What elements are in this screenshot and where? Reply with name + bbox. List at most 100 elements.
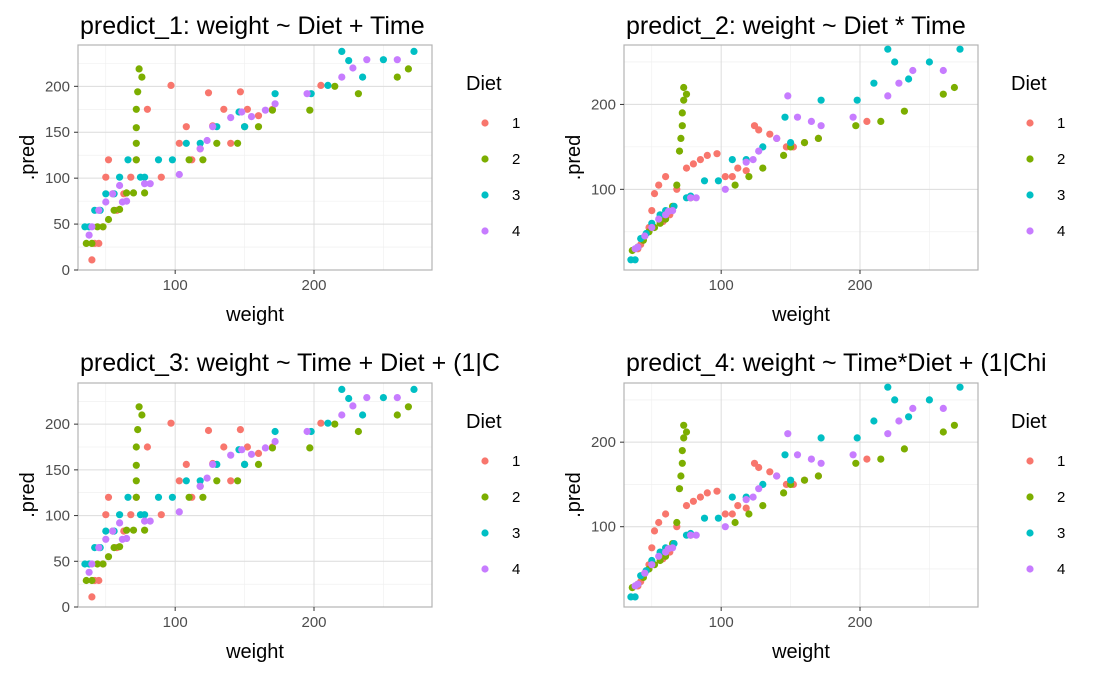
data-point-diet-4 bbox=[141, 517, 149, 525]
legend-label-diet-2: 2 bbox=[1057, 489, 1065, 506]
data-point-diet-4 bbox=[85, 568, 93, 576]
data-point-diet-4 bbox=[793, 113, 802, 121]
data-point-diet-2 bbox=[900, 445, 909, 453]
data-point-diet-3 bbox=[182, 139, 190, 147]
data-point-diet-3 bbox=[359, 411, 367, 419]
data-point-diet-2 bbox=[116, 205, 124, 213]
data-point-diet-2 bbox=[731, 518, 739, 527]
data-point-diet-2 bbox=[88, 239, 96, 247]
data-point-diet-1 bbox=[696, 156, 705, 164]
chart-panel-2: 100 200 100 200 predict_2: weight ~ Diet * T… bbox=[563, 12, 1065, 326]
data-point-diet-2 bbox=[234, 139, 242, 147]
data-point-diet-2 bbox=[682, 428, 691, 436]
y-tick-label: 100 bbox=[45, 508, 70, 525]
data-point-diet-2 bbox=[138, 411, 146, 419]
data-point-diet-1 bbox=[689, 160, 698, 168]
legend-key-diet-4 bbox=[1026, 227, 1034, 235]
data-point-diet-1 bbox=[175, 477, 183, 485]
data-point-diet-3 bbox=[196, 139, 204, 147]
data-point-diet-3 bbox=[410, 385, 418, 393]
data-point-diet-3 bbox=[925, 58, 934, 66]
data-point-diet-4 bbox=[261, 444, 269, 452]
data-point-diet-4 bbox=[175, 508, 183, 516]
data-point-diet-2 bbox=[759, 164, 767, 172]
data-point-diet-1 bbox=[648, 207, 656, 215]
x-axis-title: weight bbox=[225, 304, 284, 326]
data-point-diet-4 bbox=[102, 198, 110, 206]
data-point-diet-1 bbox=[742, 504, 750, 512]
data-point-diet-4 bbox=[349, 64, 357, 72]
data-point-diet-1 bbox=[104, 156, 113, 164]
data-point-diet-4 bbox=[338, 411, 346, 419]
data-point-diet-4 bbox=[393, 394, 401, 402]
data-point-diet-2 bbox=[306, 106, 314, 114]
data-point-diet-2 bbox=[678, 122, 686, 130]
data-point-diet-2 bbox=[852, 122, 860, 130]
data-point-diet-4 bbox=[247, 113, 256, 121]
data-point-diet-1 bbox=[167, 419, 175, 427]
data-point-diet-1 bbox=[167, 81, 175, 89]
data-point-diet-4 bbox=[88, 560, 96, 568]
data-point-diet-2 bbox=[682, 90, 691, 98]
y-tick-label: 100 bbox=[591, 519, 616, 536]
chart-panel-4: 100 200 100 200 predict_4: weight ~ Time*Die… bbox=[563, 349, 1065, 663]
data-point-diet-1 bbox=[662, 173, 670, 181]
data-point-diet-3 bbox=[241, 460, 249, 468]
data-point-diet-1 bbox=[662, 510, 670, 518]
x-tick-label: 200 bbox=[301, 614, 326, 631]
data-point-diet-1 bbox=[682, 164, 691, 172]
data-point-diet-2 bbox=[234, 477, 242, 485]
data-point-diet-4 bbox=[363, 56, 371, 64]
data-point-diet-3 bbox=[124, 156, 132, 164]
data-point-diet-3 bbox=[102, 190, 110, 198]
data-point-diet-4 bbox=[349, 402, 357, 410]
data-point-diet-2 bbox=[673, 181, 681, 189]
y-tick-label: 50 bbox=[53, 216, 70, 233]
data-point-diet-3 bbox=[271, 90, 279, 98]
y-tick-label: 150 bbox=[45, 124, 70, 141]
data-point-diet-4 bbox=[655, 552, 663, 560]
y-tick-label: 200 bbox=[591, 434, 616, 451]
data-point-diet-4 bbox=[687, 531, 695, 539]
data-point-diet-4 bbox=[807, 117, 816, 125]
data-point-diet-3 bbox=[379, 394, 387, 402]
legend-label-diet-2: 2 bbox=[1057, 151, 1065, 168]
data-point-diet-1 bbox=[721, 510, 729, 518]
data-point-diet-3 bbox=[182, 477, 190, 485]
data-point-diet-1 bbox=[243, 105, 251, 113]
data-point-diet-1 bbox=[254, 112, 263, 120]
data-point-diet-2 bbox=[185, 156, 193, 164]
data-point-diet-1 bbox=[157, 511, 165, 519]
legend-key-diet-1 bbox=[481, 119, 489, 127]
data-point-diet-2 bbox=[135, 65, 143, 73]
x-axis-title: weight bbox=[225, 641, 284, 663]
data-point-diet-2 bbox=[404, 403, 412, 411]
data-point-diet-4 bbox=[817, 122, 825, 130]
data-point-diet-3 bbox=[168, 493, 176, 501]
data-point-diet-2 bbox=[116, 543, 124, 551]
data-point-diet-4 bbox=[773, 134, 781, 142]
legend-key-diet-1 bbox=[1026, 457, 1034, 465]
legend-label-diet-3: 3 bbox=[1057, 187, 1065, 204]
data-point-diet-1 bbox=[703, 151, 711, 159]
data-point-diet-1 bbox=[728, 510, 736, 518]
data-point-diet-4 bbox=[95, 206, 103, 214]
legend-label-diet-3: 3 bbox=[512, 525, 520, 542]
legend-label-diet-4: 4 bbox=[512, 561, 520, 578]
data-point-diet-3 bbox=[345, 394, 353, 403]
data-point-diet-4 bbox=[849, 451, 857, 459]
data-point-diet-1 bbox=[682, 502, 691, 510]
legend-key-diet-2 bbox=[481, 155, 489, 163]
data-point-diet-1 bbox=[143, 105, 151, 113]
data-point-diet-4 bbox=[85, 231, 93, 239]
data-point-diet-3 bbox=[700, 514, 709, 522]
data-point-diet-4 bbox=[363, 394, 371, 402]
data-point-diet-3 bbox=[359, 73, 367, 81]
data-point-diet-4 bbox=[116, 181, 124, 190]
data-point-diet-2 bbox=[852, 459, 860, 467]
data-point-diet-1 bbox=[755, 463, 763, 472]
data-point-diet-4 bbox=[95, 544, 103, 552]
legend-label-diet-1: 1 bbox=[512, 115, 520, 132]
data-point-diet-2 bbox=[82, 576, 90, 585]
grid-lines bbox=[78, 45, 432, 271]
